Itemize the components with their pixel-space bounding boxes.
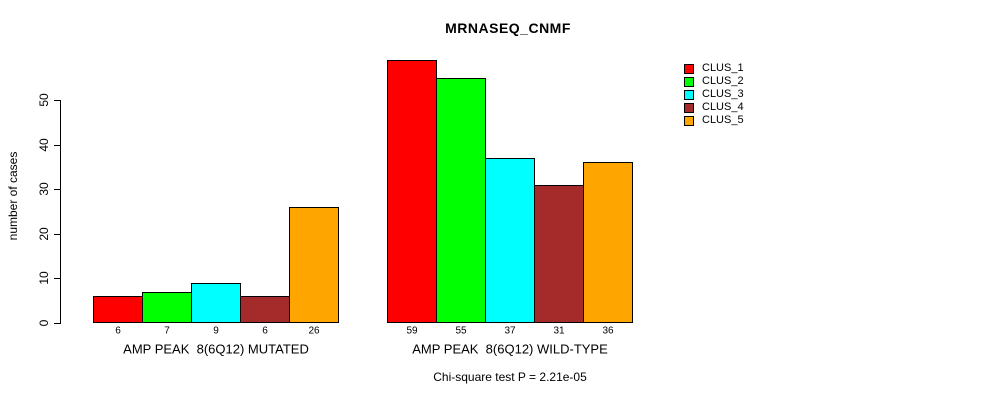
bar-value-label: 6 <box>115 325 121 337</box>
chart-title: MRNASEQ_CNMF <box>445 20 571 36</box>
y-axis-line <box>60 100 61 324</box>
bar-value-label: 9 <box>213 325 219 337</box>
bar-value-label: 59 <box>406 325 418 337</box>
legend-label: CLUS_4 <box>702 101 744 113</box>
bar-clus_1 <box>93 296 143 323</box>
bar-clus_2 <box>436 78 486 323</box>
legend-item: CLUS_1 <box>684 62 744 75</box>
y-axis-tick <box>54 145 61 146</box>
y-axis-tick <box>54 234 61 235</box>
y-axis-tick-label: 30 <box>37 182 51 196</box>
y-axis-tick-label: 20 <box>37 227 51 241</box>
bar-clus_4 <box>240 296 290 323</box>
legend-item: CLUS_5 <box>684 114 744 127</box>
bar-value-label: 26 <box>308 325 320 337</box>
legend-swatch-icon <box>684 115 694 126</box>
legend-swatch-icon <box>684 102 694 113</box>
bar-value-label: 55 <box>455 325 467 337</box>
y-axis-tick-label: 40 <box>37 138 51 152</box>
bar-clus_5 <box>289 207 339 323</box>
legend-label: CLUS_2 <box>702 75 744 87</box>
bar-clus_3 <box>485 158 535 323</box>
legend-label: CLUS_5 <box>702 114 744 126</box>
legend-label: CLUS_1 <box>702 62 744 74</box>
bar-value-label: 36 <box>602 325 614 337</box>
bar-clus_4 <box>534 185 584 323</box>
y-axis-tick-label: 50 <box>37 93 51 107</box>
y-axis-tick-label: 0 <box>37 319 51 327</box>
bar-clus_5 <box>583 162 633 323</box>
y-axis-tick <box>54 278 61 279</box>
legend-swatch-icon <box>684 76 694 87</box>
y-axis-tick <box>54 189 61 190</box>
y-axis-tick <box>54 100 61 101</box>
legend-item: CLUS_2 <box>684 75 744 88</box>
legend-swatch-icon <box>684 89 694 100</box>
legend: CLUS_1 CLUS_2 CLUS_3 CLUS_4 CLUS_5 <box>684 62 744 127</box>
chi-square-annotation: Chi-square test P = 2.21e-05 <box>433 370 587 384</box>
bar-value-label: 37 <box>504 325 516 337</box>
bar-value-label: 7 <box>164 325 170 337</box>
group-label: AMP PEAK 8(6Q12) MUTATED <box>123 341 309 357</box>
bar-value-label: 6 <box>262 325 268 337</box>
legend-swatch-icon <box>684 63 694 74</box>
y-axis-tick <box>54 323 61 324</box>
legend-item: CLUS_4 <box>684 101 744 114</box>
legend-item: CLUS_3 <box>684 88 744 101</box>
legend-label: CLUS_3 <box>702 88 744 100</box>
y-axis-tick-label: 10 <box>37 271 51 285</box>
bar-clus_3 <box>191 283 241 323</box>
group-label: AMP PEAK 8(6Q12) WILD-TYPE <box>412 341 608 357</box>
bar-clus_1 <box>387 60 437 323</box>
y-axis-label: number of cases <box>6 151 20 241</box>
bar-value-label: 31 <box>553 325 565 337</box>
bar-clus_2 <box>142 292 192 323</box>
